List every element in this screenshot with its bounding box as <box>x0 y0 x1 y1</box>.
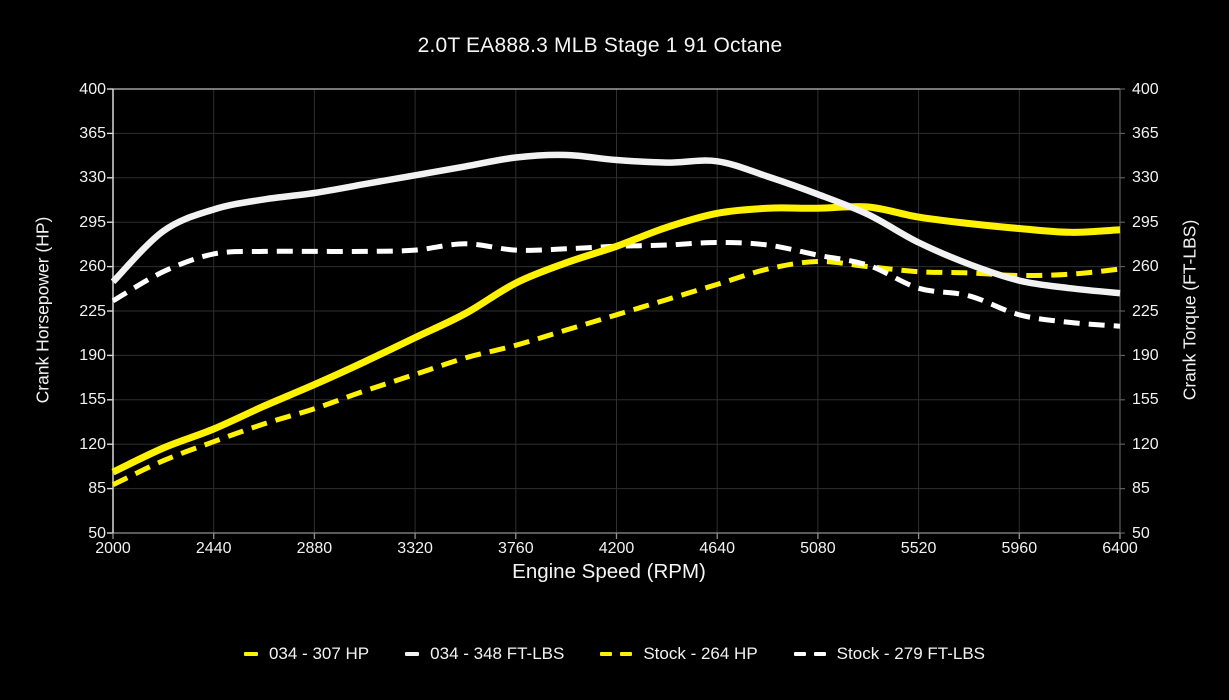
legend-label: 034 - 348 FT-LBS <box>430 644 565 663</box>
legend-marker-solid <box>243 652 258 656</box>
y-tick-label-left: 295 <box>79 213 106 231</box>
y-tick-label-right: 225 <box>1132 302 1159 320</box>
y-tick-label-left: 120 <box>79 435 106 453</box>
legend-marker-dashed <box>793 652 826 656</box>
x-axis-label: Engine Speed (RPM) <box>512 560 706 583</box>
y-tick-label-left: 155 <box>79 391 106 409</box>
legend-label: Stock - 264 HP <box>643 644 758 663</box>
y-tick-label-right: 400 <box>1132 80 1159 98</box>
chart-title: 2.0T EA888.3 MLB Stage 1 91 Octane <box>417 34 783 57</box>
y-tick-label-left: 190 <box>79 346 106 364</box>
y-tick-label-right: 50 <box>1132 524 1150 542</box>
y-tick-label-right: 330 <box>1132 169 1159 187</box>
legend-label: Stock - 279 FT-LBS <box>836 644 986 663</box>
y-tick-label-left: 85 <box>88 480 106 498</box>
legend-item: Stock - 264 HP <box>600 644 758 664</box>
y-tick-label-left: 260 <box>79 258 106 276</box>
y-tick-label-right: 365 <box>1132 124 1159 142</box>
x-tick-label: 2440 <box>195 540 232 557</box>
y-tick-label-left: 50 <box>88 524 106 542</box>
legend-marker-solid <box>405 652 420 656</box>
y-tick-label-left: 225 <box>79 302 106 320</box>
x-tick-label: 5080 <box>800 540 836 557</box>
x-tick-label: 3320 <box>397 540 433 557</box>
y-tick-label-left: 330 <box>79 169 106 187</box>
legend: 034 - 307 HP 034 - 348 FT-LBS Stock - 264 … <box>0 644 1229 664</box>
x-tick-label: 5960 <box>1001 540 1038 557</box>
legend-item: 034 - 307 HP <box>243 644 370 664</box>
legend-item: 034 - 348 FT-LBS <box>405 644 564 664</box>
y-tick-label-left: 400 <box>79 80 106 98</box>
y-tick-label-right: 190 <box>1132 346 1159 364</box>
x-tick-label: 3760 <box>498 540 534 557</box>
y-tick-label-right: 260 <box>1132 258 1159 276</box>
series-line-034-348-ft-lbs <box>110 151 1121 297</box>
legend-marker-dashed <box>600 652 633 656</box>
x-tick-label: 5520 <box>900 540 937 557</box>
y-tick-label-right: 295 <box>1132 213 1159 231</box>
x-tick-label: 4200 <box>598 540 635 557</box>
x-tick-label: 4640 <box>699 540 735 557</box>
series-line-034-307-hp <box>111 203 1121 476</box>
y-tick-label-right: 155 <box>1132 391 1159 409</box>
x-tick-label: 2000 <box>95 540 131 557</box>
x-tick-label: 2880 <box>296 540 333 557</box>
y-tick-label-left: 365 <box>79 124 106 142</box>
legend-label: 034 - 307 HP <box>268 644 370 663</box>
series-line-stock-264-hp <box>111 258 1121 488</box>
legend-item: Stock - 279 FT-LBS <box>793 644 986 664</box>
x-tick-label: 6400 <box>1102 540 1138 557</box>
y-tick-label-right: 85 <box>1132 480 1150 498</box>
y-tick-label-right: 120 <box>1132 435 1159 453</box>
